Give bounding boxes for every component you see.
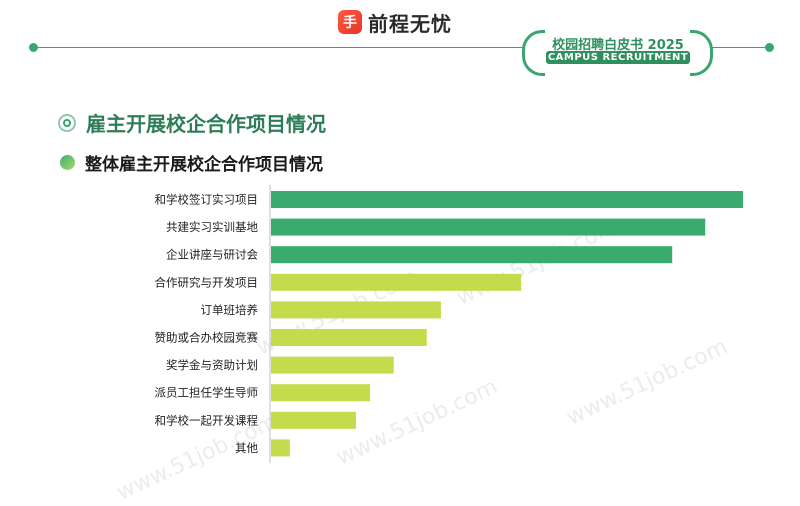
badge-arc-left bbox=[522, 30, 545, 76]
category-label: 订单班培养 bbox=[201, 303, 259, 317]
section-title: 雇主开展校企合作项目情况 bbox=[86, 112, 326, 136]
bar bbox=[271, 218, 706, 236]
category-label: 其他 bbox=[235, 441, 258, 455]
bar bbox=[271, 411, 356, 429]
bar bbox=[271, 191, 743, 208]
bullet-dot-icon bbox=[60, 155, 75, 170]
bar bbox=[271, 301, 441, 319]
bar bbox=[271, 439, 290, 457]
bar-chart: 和学校签订实习项目共建实习实训基地企业讲座与研讨会合作研究与开发项目订单班培养赞… bbox=[155, 185, 743, 463]
header-rule-left bbox=[34, 47, 524, 48]
category-label: 奖学金与资助计划 bbox=[166, 358, 258, 372]
category-label: 共建实习实训基地 bbox=[166, 220, 258, 234]
category-label: 合作研究与开发项目 bbox=[155, 275, 259, 289]
category-label: 赞助或合办校园竞赛 bbox=[155, 331, 259, 345]
badge-subtitle: CAMPUS RECRUITMENT bbox=[546, 51, 690, 64]
brand-name: 前程无忧 bbox=[368, 11, 452, 36]
category-label: 和学校签订实习项目 bbox=[155, 193, 259, 207]
chart-heading: 整体雇主开展校企合作项目情况 bbox=[60, 150, 323, 175]
target-ring-icon bbox=[58, 113, 76, 132]
section-heading: 雇主开展校企合作项目情况 bbox=[58, 108, 326, 137]
brand-logo: 手 前程无忧 bbox=[338, 7, 452, 37]
category-label: 和学校一起开发课程 bbox=[155, 413, 259, 427]
report-badge: 校园招聘白皮书 2025 CAMPUS RECRUITMENT bbox=[524, 28, 712, 72]
brand-hand-icon: 手 bbox=[338, 10, 362, 34]
bar bbox=[271, 356, 394, 374]
category-label: 企业讲座与研讨会 bbox=[166, 248, 258, 262]
header-rule-right bbox=[712, 47, 768, 48]
header-rule-dot-left bbox=[29, 43, 38, 52]
header-rule-dot-right bbox=[765, 43, 774, 52]
bar bbox=[271, 246, 673, 264]
bar bbox=[271, 273, 522, 291]
bar bbox=[271, 329, 427, 346]
chart-title: 整体雇主开展校企合作项目情况 bbox=[85, 155, 323, 175]
bar bbox=[271, 384, 371, 402]
category-label: 派员工担任学生导师 bbox=[155, 386, 259, 400]
badge-title: 校园招聘白皮书 2025 bbox=[552, 38, 684, 53]
